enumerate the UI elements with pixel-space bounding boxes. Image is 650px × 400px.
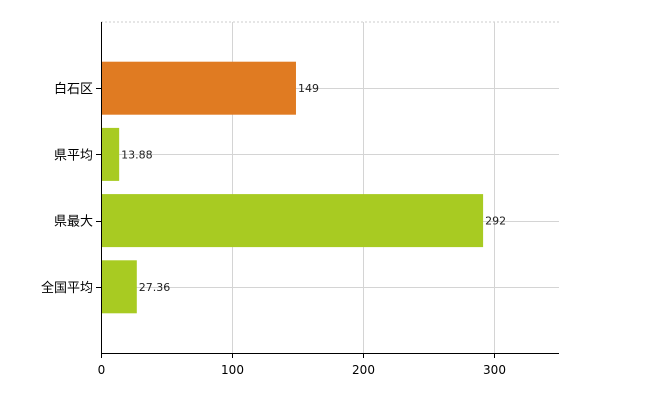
- category-label: 白石区: [54, 81, 93, 97]
- category-label: 県最大: [54, 215, 93, 230]
- bar: [102, 127, 120, 181]
- x-tick-label: 100: [221, 363, 244, 377]
- data-label: 292: [485, 215, 506, 228]
- x-tick-label: 200: [352, 363, 375, 377]
- category-label: 全国平均: [41, 280, 93, 296]
- data-label: 27.36: [139, 281, 171, 294]
- bar: [102, 260, 137, 314]
- bar: [102, 61, 296, 115]
- category-label: 県平均: [54, 148, 93, 163]
- data-label: 149: [298, 82, 319, 95]
- data-label: 13.88: [121, 148, 152, 161]
- x-tick-label: 0: [98, 363, 106, 377]
- x-tick-label: 300: [483, 363, 506, 377]
- bar: [102, 194, 484, 248]
